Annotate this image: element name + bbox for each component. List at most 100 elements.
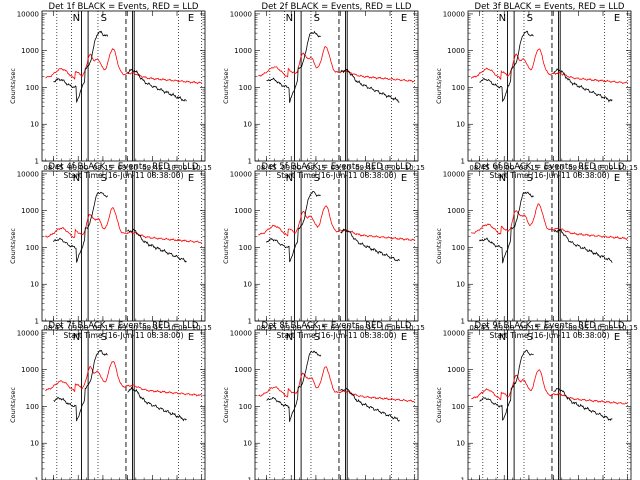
panel-title: Det 6f BLACK = Events, RED = LLD	[475, 162, 625, 172]
x-tick-label: 09:00	[494, 164, 514, 172]
x-axis-label: Start Time (16-Jun-11 08:38:00)	[490, 171, 610, 180]
marker-label-n: N	[286, 13, 293, 24]
y-tick-label: 1000	[234, 207, 252, 215]
chart-panel-det-6f: Det 6f BLACK = Events, RED = LLD 1 10 100 10…	[435, 162, 638, 340]
y-tick-label: 10	[243, 440, 252, 448]
marker-label-n: N	[499, 173, 506, 184]
x-tick-label: 10:00	[593, 164, 613, 172]
x-tick-label: 10:15	[405, 164, 425, 172]
events-curve	[479, 349, 534, 421]
y-tick-label: 10	[456, 440, 465, 448]
marker-label-s: S	[527, 13, 533, 24]
x-tick-label: 10:00	[593, 324, 613, 332]
lld-curve	[471, 369, 628, 405]
x-tick-label: 10:15	[405, 324, 425, 332]
events-curve	[53, 30, 109, 104]
chart-panel-det-3f: Det 3f BLACK = Events, RED = LLD 1 10 100 10…	[435, 2, 638, 180]
x-tick-label: 08:45	[43, 324, 63, 332]
x-axis-label: Start Time (16-Jun-11 08:38:00)	[64, 331, 184, 340]
marker-label-n: N	[286, 173, 293, 184]
y-tick-label: 10	[30, 440, 39, 448]
events-curve-late	[127, 68, 187, 102]
y-axis-label: Counts/sec	[9, 387, 17, 423]
y-tick-label: 10	[30, 121, 39, 129]
lld-curve	[470, 48, 628, 84]
x-tick-label: 09:00	[494, 324, 514, 332]
lld-curve	[45, 48, 202, 85]
lld-curve	[258, 366, 415, 403]
y-tick-label: 10000	[443, 170, 465, 178]
marker-label-e: E	[401, 13, 407, 24]
x-tick-label: 09:15	[93, 164, 113, 172]
panel-title: Det 5f BLACK = Events, RED = LLD	[262, 162, 412, 172]
x-tick-label: 09:15	[306, 164, 326, 172]
y-tick-label: 10000	[230, 10, 252, 18]
y-axis-label: Counts/sec	[9, 228, 17, 264]
events-curve-late	[340, 68, 400, 103]
y-tick-label: 1	[461, 318, 465, 326]
marker-label-n: N	[499, 332, 506, 343]
plot-frame	[467, 329, 632, 480]
events-curve-late	[127, 228, 187, 263]
y-tick-label: 100	[452, 403, 465, 411]
y-tick-label: 1	[461, 477, 465, 480]
y-tick-label: 10000	[17, 170, 39, 178]
x-tick-label: 10:15	[192, 164, 212, 172]
x-tick-label: 09:15	[519, 324, 539, 332]
events-curve-late	[553, 387, 613, 422]
marker-label-e: E	[401, 173, 407, 184]
x-tick-label: 09:45	[355, 324, 375, 332]
x-axis-label: Start Time (16-Jun-11 08:38:00)	[64, 171, 184, 180]
events-curve	[53, 191, 109, 264]
y-tick-label: 1	[35, 477, 39, 480]
events-curve	[479, 30, 534, 103]
x-tick-label: 09:45	[568, 324, 588, 332]
y-tick-label: 10	[30, 281, 39, 289]
x-tick-label: 08:45	[469, 164, 489, 172]
marker-label-s: S	[314, 13, 320, 24]
chart-panel-det-1f: Det 1f BLACK = Events, RED = LLD 1 10 100 10…	[9, 2, 212, 180]
panel-title: Det 7f BLACK = Events, RED = LLD	[49, 321, 199, 331]
events-curve-late	[127, 386, 187, 422]
x-tick-label: 09:45	[355, 164, 375, 172]
plot-frame	[41, 10, 206, 162]
x-tick-label: 10:00	[380, 324, 400, 332]
x-tick-label: 09:45	[568, 164, 588, 172]
y-tick-label: 10	[456, 121, 465, 129]
marker-label-e: E	[401, 332, 407, 343]
x-tick-label: 09:30	[118, 324, 138, 332]
x-tick-label: 08:45	[256, 164, 276, 172]
y-tick-label: 1	[35, 158, 39, 166]
x-tick-label: 10:15	[618, 324, 638, 332]
y-tick-label: 10	[243, 121, 252, 129]
x-tick-label: 10:00	[167, 324, 187, 332]
y-axis-label: Counts/sec	[435, 68, 443, 104]
y-tick-label: 1000	[234, 47, 252, 55]
x-tick-label: 09:30	[331, 164, 351, 172]
y-tick-label: 1000	[21, 207, 39, 215]
y-tick-label: 1000	[447, 366, 465, 374]
x-tick-label: 09:00	[68, 324, 88, 332]
x-tick-label: 09:15	[306, 324, 326, 332]
y-tick-label: 1000	[21, 47, 39, 55]
y-tick-label: 1000	[21, 366, 39, 374]
chart-panel-det-7f: Det 7f BLACK = Events, RED = LLD11010010…	[9, 321, 206, 480]
x-tick-label: 08:45	[256, 324, 276, 332]
marker-label-s: S	[101, 332, 107, 343]
x-tick-label: 09:00	[281, 324, 301, 332]
chart-panel-det-8f: Det 8f BLACK = Events, RED = LLD11010010…	[222, 321, 419, 480]
x-tick-label: 09:00	[68, 164, 88, 172]
y-tick-label: 1	[35, 318, 39, 326]
x-axis-label: Start Time (16-Jun-11 08:38:00)	[277, 331, 397, 340]
y-tick-label: 10000	[443, 10, 465, 18]
events-curve	[53, 349, 108, 422]
events-curve-late	[340, 228, 400, 262]
y-axis-label: Counts/sec	[9, 68, 17, 104]
y-tick-label: 100	[239, 244, 252, 252]
events-curve-late	[553, 228, 613, 263]
marker-label-s: S	[314, 173, 320, 184]
y-tick-label: 100	[239, 403, 252, 411]
marker-label-e: E	[614, 13, 620, 24]
marker-label-e: E	[614, 332, 620, 343]
